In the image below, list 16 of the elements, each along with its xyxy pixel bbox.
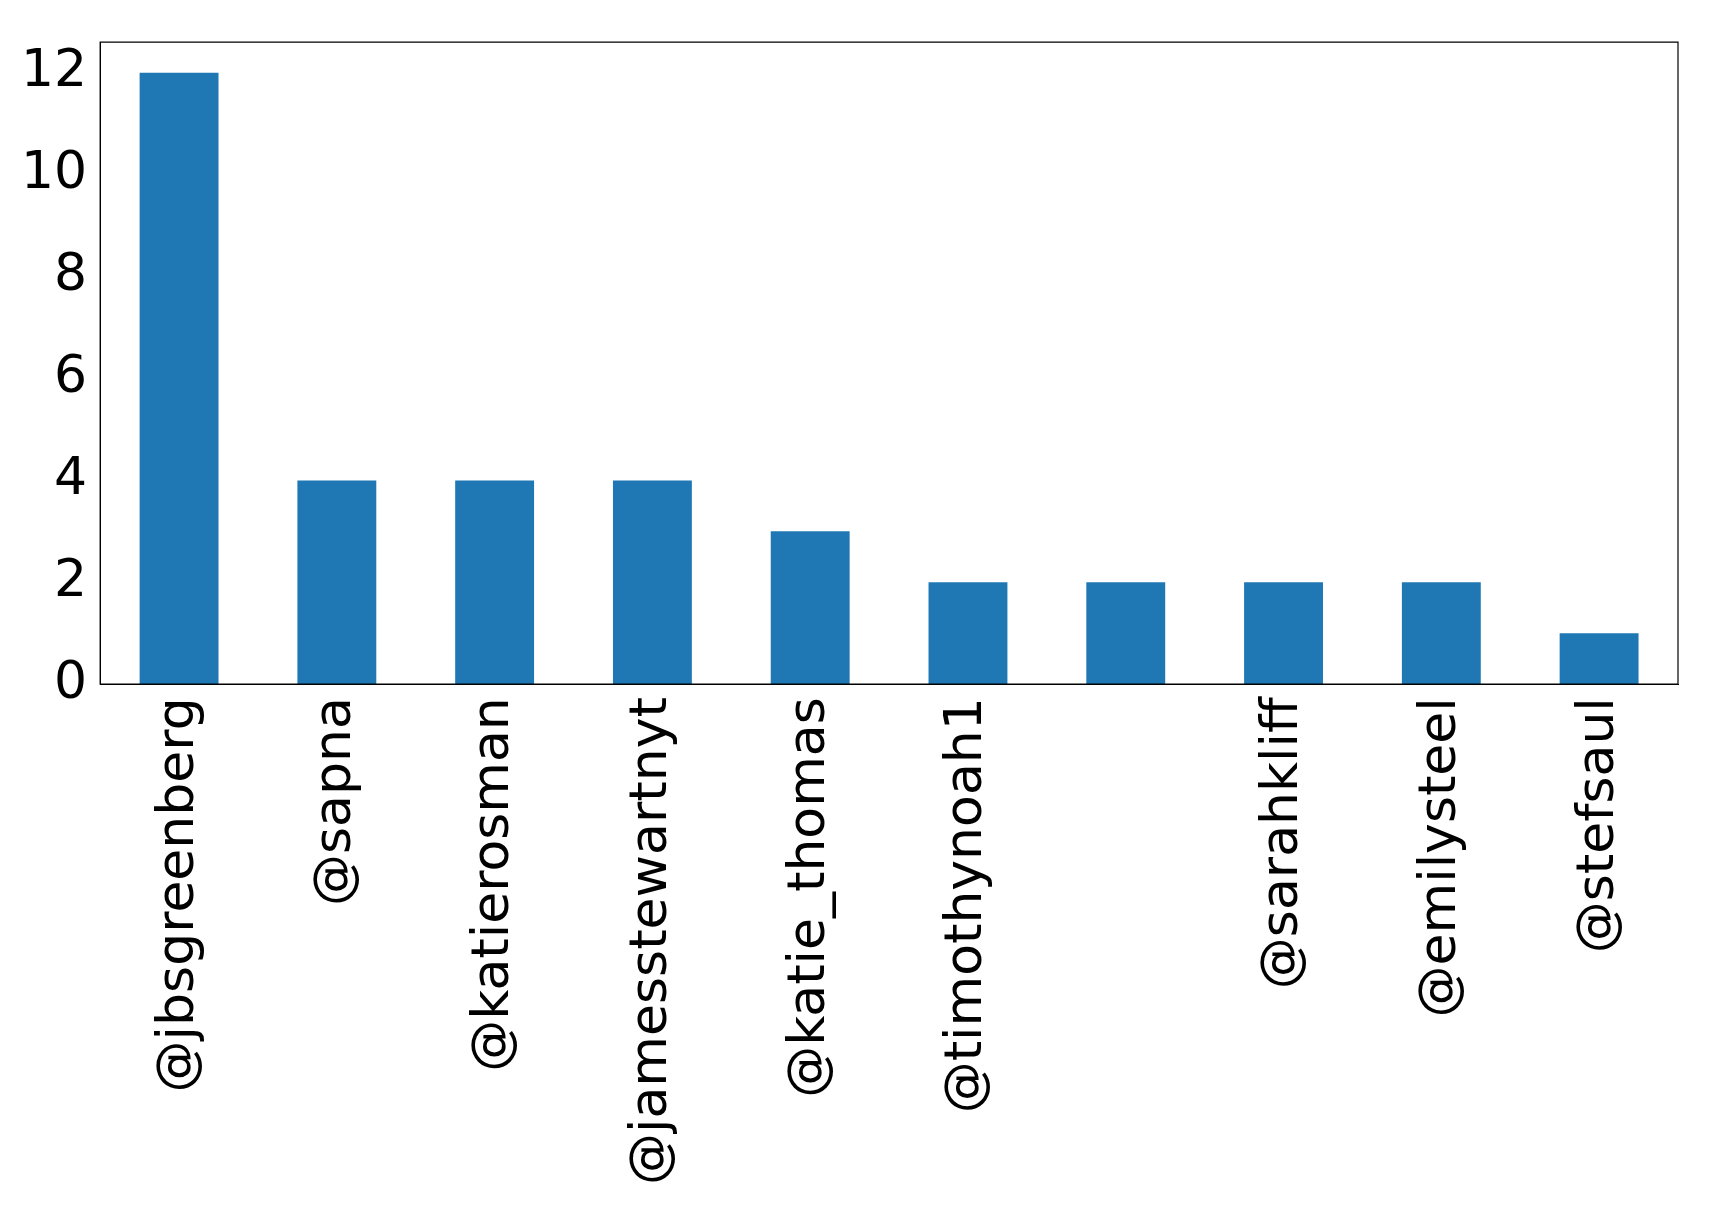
- x-tick-label: @jbsgreenberg: [144, 697, 205, 1093]
- x-tick-label: @sapna: [302, 697, 363, 906]
- x-tick-label: @stefsaul: [1564, 697, 1625, 954]
- y-tick-label: 2: [54, 547, 88, 608]
- x-tick-label: @emilysteel: [1406, 697, 1467, 1018]
- y-tick-label: 4: [54, 445, 88, 506]
- y-tick-label: 8: [54, 242, 88, 303]
- y-tick-label: 6: [54, 344, 88, 404]
- x-tick-label: @katie_thomas: [775, 697, 836, 1098]
- y-tick-label: 12: [21, 38, 88, 99]
- y-tick-label: 0: [54, 649, 88, 710]
- x-tick-label: @katierosman: [460, 697, 521, 1072]
- x-tick-label: @sarahkliff: [1249, 696, 1310, 990]
- x-tick-label: @jamesstewartnyt: [617, 697, 678, 1186]
- x-tick-label: @timothynoah1: [933, 697, 994, 1114]
- y-tick-label: 10: [21, 140, 88, 201]
